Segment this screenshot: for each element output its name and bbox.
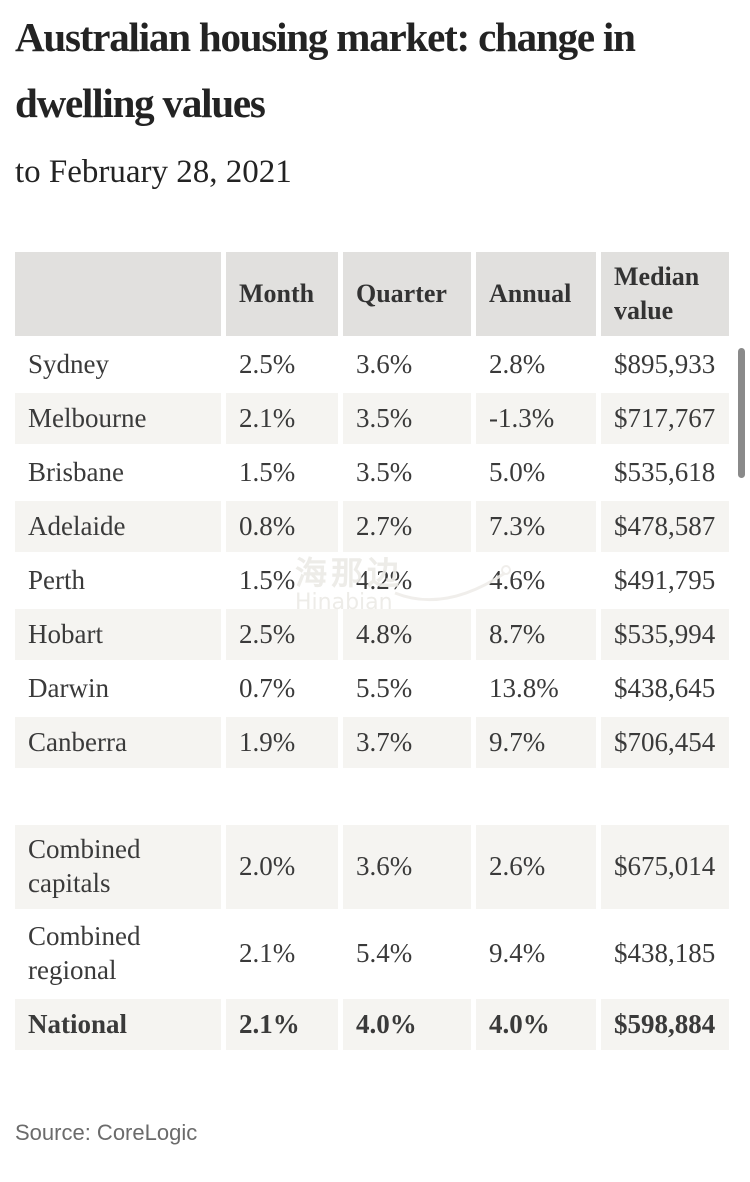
month-cell: 1.5% bbox=[239, 456, 296, 487]
month-cell: 2.1% bbox=[226, 999, 338, 1050]
column-header: Annual bbox=[476, 252, 596, 336]
table-header-row: Month Quarter Annual Median value bbox=[15, 252, 729, 336]
median-value-cell: $717,767 bbox=[601, 393, 729, 444]
table-row: Darwin 0.7% 5.5% 13.8% $438,645 bbox=[15, 663, 729, 714]
table-row: National 2.1% 4.0% 4.0% $598,884 bbox=[15, 999, 729, 1050]
median-value-cell: $491,795 bbox=[614, 564, 716, 595]
quarter-cell: 2.7% bbox=[343, 501, 471, 552]
annual-cell: 2.6% bbox=[476, 825, 596, 909]
table-row: Sydney 2.5% 3.6% 2.8% $895,933 bbox=[15, 339, 729, 390]
annual-cell: 9.7% bbox=[476, 717, 596, 768]
table-row: Brisbane 1.5% 3.5% 5.0% $535,618 bbox=[15, 447, 729, 498]
row-label-cell: National bbox=[15, 999, 221, 1050]
month-cell: 2.5% bbox=[226, 609, 338, 660]
quarter-cell: 3.7% bbox=[343, 717, 471, 768]
median-value-cell: $675,014 bbox=[601, 825, 729, 909]
median-value-cell: $478,587 bbox=[601, 501, 729, 552]
annual-cell: 5.0% bbox=[489, 456, 546, 487]
row-label-cell: Darwin bbox=[28, 672, 109, 703]
row-label-cell: Combined regional bbox=[28, 921, 141, 985]
column-header: Median value bbox=[601, 252, 729, 336]
table-row: Adelaide 0.8% 2.7% 7.3% $478,587 bbox=[15, 501, 729, 552]
column-header bbox=[15, 252, 221, 336]
month-cell: 2.0% bbox=[226, 825, 338, 909]
quarter-cell: 3.5% bbox=[343, 393, 471, 444]
month-cell: 2.1% bbox=[226, 393, 338, 444]
table-row: Canberra 1.9% 3.7% 9.7% $706,454 bbox=[15, 717, 729, 768]
median-value-cell: $706,454 bbox=[601, 717, 729, 768]
annual-cell: 2.8% bbox=[489, 348, 546, 379]
article-page: Australian housing market: change in dwe… bbox=[15, 14, 729, 1145]
row-label-cell: Combined capitals bbox=[15, 825, 221, 909]
annual-cell: 9.4% bbox=[489, 938, 546, 969]
month-cell: 2.1% bbox=[239, 938, 296, 969]
table-section-spacer bbox=[15, 771, 729, 822]
median-value-cell: $535,618 bbox=[614, 456, 716, 487]
table-row: Hobart 2.5% 4.8% 8.7% $535,994 bbox=[15, 609, 729, 660]
month-cell: 0.8% bbox=[226, 501, 338, 552]
annual-cell: 7.3% bbox=[476, 501, 596, 552]
annual-cell: -1.3% bbox=[476, 393, 596, 444]
row-label-cell: Perth bbox=[28, 564, 85, 595]
row-label-cell: Canberra bbox=[15, 717, 221, 768]
month-cell: 0.7% bbox=[239, 672, 296, 703]
annual-cell: 8.7% bbox=[476, 609, 596, 660]
quarter-cell: 5.5% bbox=[356, 672, 413, 703]
row-label-cell: Sydney bbox=[28, 348, 109, 379]
quarter-cell: 3.6% bbox=[343, 825, 471, 909]
table-row: Combined capitals 2.0% 3.6% 2.6% $675,014 bbox=[15, 825, 729, 909]
quarter-cell: 5.4% bbox=[356, 938, 413, 969]
source-credit: Source: CoreLogic bbox=[15, 1120, 198, 1145]
median-value-cell: $598,884 bbox=[601, 999, 729, 1050]
housing-table: Month Quarter Annual Median value Sydney 2.5%… bbox=[15, 252, 729, 1050]
median-value-cell: $535,994 bbox=[601, 609, 729, 660]
vertical-scrollbar-thumb[interactable] bbox=[738, 348, 745, 478]
median-value-cell: $895,933 bbox=[614, 348, 716, 379]
row-label-cell: Melbourne bbox=[15, 393, 221, 444]
page-title: Australian housing market: change in dwe… bbox=[15, 14, 636, 126]
column-header: Month bbox=[226, 252, 338, 336]
month-cell: 1.9% bbox=[226, 717, 338, 768]
table-row: Combined regional 2.1% 5.4% 9.4% $438,185 bbox=[15, 912, 729, 996]
quarter-cell: 4.0% bbox=[343, 999, 471, 1050]
table-row: Perth 1.5% 4.2% 4.6% $491,795 bbox=[15, 555, 729, 606]
page-subtitle: to February 28, 2021 bbox=[15, 154, 292, 190]
median-value-cell: $438,185 bbox=[614, 938, 716, 969]
month-cell: 1.5% bbox=[239, 564, 296, 595]
quarter-cell: 3.6% bbox=[356, 348, 413, 379]
column-header: Quarter bbox=[343, 252, 471, 336]
row-label-cell: Adelaide bbox=[15, 501, 221, 552]
row-label-cell: Hobart bbox=[15, 609, 221, 660]
quarter-cell: 4.2% bbox=[356, 564, 413, 595]
row-label-cell: Brisbane bbox=[28, 456, 124, 487]
median-value-cell: $438,645 bbox=[614, 672, 716, 703]
quarter-cell: 3.5% bbox=[356, 456, 413, 487]
table-row: Melbourne 2.1% 3.5% -1.3% $717,767 bbox=[15, 393, 729, 444]
month-cell: 2.5% bbox=[239, 348, 296, 379]
annual-cell: 4.0% bbox=[476, 999, 596, 1050]
quarter-cell: 4.8% bbox=[343, 609, 471, 660]
annual-cell: 4.6% bbox=[489, 564, 546, 595]
annual-cell: 13.8% bbox=[489, 672, 559, 703]
